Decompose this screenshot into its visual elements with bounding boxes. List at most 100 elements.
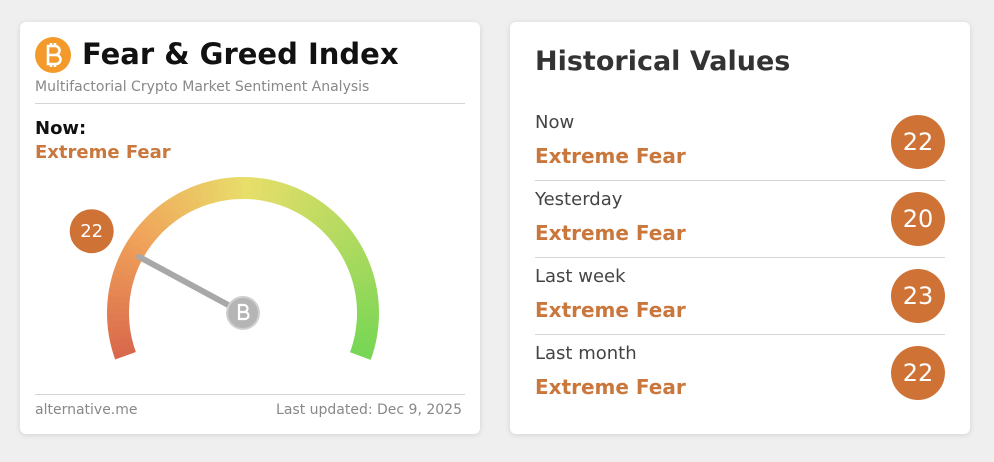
- gauge-arc: [223, 177, 233, 201]
- row-label: Yesterday: [535, 189, 623, 210]
- gauge-arc: [192, 184, 206, 208]
- gauge-arc: [322, 215, 343, 236]
- gauge-arc: [148, 210, 169, 232]
- gauge-arc: [110, 275, 134, 288]
- source: alternative.me: [35, 402, 138, 418]
- gauge-arc: [309, 202, 328, 224]
- gauge-arc: [259, 178, 270, 202]
- gauge-arc: [143, 214, 165, 235]
- gauge-arc: [333, 229, 355, 248]
- row-classification: Extreme Fear: [535, 144, 686, 168]
- gauge-arc: [121, 245, 144, 262]
- gauge-arc: [355, 288, 378, 299]
- gauge-arc: [354, 282, 377, 294]
- historical-card: Historical Values Now Extreme Fear 22 Yeste…: [510, 22, 970, 434]
- gauge-arc: [253, 177, 263, 201]
- row-classification: Extreme Fear: [535, 298, 686, 322]
- gauge-arc: [116, 257, 139, 272]
- row-label: Now: [535, 112, 575, 133]
- gauge-arc: [352, 276, 376, 288]
- row-classification: Extreme Fear: [535, 221, 686, 245]
- gauge-arc: [285, 186, 301, 210]
- gauge-arc: [168, 195, 186, 218]
- bitcoin-icon: [35, 37, 71, 73]
- knob-icon: [237, 303, 250, 321]
- gauge-arc: [108, 288, 131, 299]
- gauge-arc: [139, 219, 161, 240]
- row-value: 23: [891, 269, 945, 323]
- gauge-arc: [329, 224, 351, 244]
- row-classification: Extreme Fear: [535, 375, 686, 399]
- gauge-arc: [107, 319, 130, 328]
- row-divider: [535, 257, 945, 258]
- row-label: Last week: [535, 266, 626, 287]
- gauge-arc: [210, 179, 222, 203]
- gauge-arc: [275, 182, 289, 206]
- gauge-arc: [163, 198, 182, 221]
- gauge-arc: [108, 330, 132, 341]
- fear-greed-card: Fear & Greed Index Multifactorial Crypto…: [20, 22, 480, 434]
- row-value: 22: [891, 346, 945, 400]
- row-value: 22: [891, 115, 945, 169]
- gauge-arc: [300, 195, 318, 218]
- row-divider: [535, 334, 945, 335]
- gauge-arc: [127, 234, 150, 253]
- gauge-arc: [325, 219, 347, 240]
- gauge-arc: [305, 198, 323, 221]
- gauge: 22: [69, 177, 379, 360]
- last-updated: Last updated: Dec 9, 2025: [276, 402, 462, 418]
- gauge-arc: [313, 206, 333, 228]
- gauge-arc: [339, 240, 362, 258]
- historical-title: Historical Values: [535, 46, 791, 77]
- gauge-arc: [109, 335, 133, 348]
- gauge-arc: [112, 269, 135, 283]
- gauge-arc: [109, 282, 132, 293]
- subtitle: Multifactorial Crypto Market Sentiment A…: [35, 79, 370, 95]
- gauge-arc: [349, 263, 373, 278]
- gauge-arc: [118, 251, 142, 267]
- gauge-arc: [135, 224, 157, 244]
- gauge-arc: [124, 240, 147, 257]
- gauge-arc: [107, 325, 131, 335]
- gauge-arc: [351, 269, 374, 283]
- gauge-arc: [186, 186, 201, 210]
- gauge-arc: [153, 206, 173, 228]
- gauge-arc: [290, 189, 307, 213]
- gauge-arc: [264, 179, 276, 203]
- needle: [136, 253, 246, 316]
- gauge-arc: [356, 295, 379, 304]
- gauge-arc: [336, 234, 359, 253]
- gauge-arc: [217, 178, 227, 202]
- gauge-arc: [114, 263, 137, 277]
- gauge-arc: [111, 341, 135, 354]
- gauge-arc: [131, 229, 154, 248]
- gauge-arc: [174, 192, 191, 215]
- gauge-arc: [158, 202, 177, 224]
- now-label: Now:: [35, 118, 87, 139]
- classification: Extreme Fear: [35, 142, 171, 163]
- gauge-arc: [353, 336, 377, 348]
- gauge-arc: [280, 184, 295, 208]
- gauge-arc: [355, 325, 379, 335]
- value-bubble: [69, 209, 114, 254]
- gauge-arc: [113, 346, 136, 360]
- gauge-arc: [107, 294, 131, 304]
- title: Fear & Greed Index: [82, 37, 399, 71]
- gauge-arc: [354, 330, 378, 342]
- gauge-arc: [180, 189, 196, 212]
- gauge-arc: [350, 346, 373, 360]
- row-divider: [535, 180, 945, 181]
- row-value: 20: [891, 192, 945, 246]
- gauge-arc: [204, 180, 217, 204]
- gauge-arc: [270, 180, 282, 204]
- gauge-arc: [347, 257, 370, 272]
- row-label: Last month: [535, 343, 637, 364]
- gauge-arc: [351, 341, 375, 354]
- gauge-arc: [198, 182, 211, 206]
- gauge-arc: [344, 251, 368, 267]
- gauge-arc: [342, 246, 365, 262]
- gauge-arc: [318, 210, 338, 232]
- value-text: 22: [80, 221, 103, 242]
- gauge-arc: [356, 319, 379, 329]
